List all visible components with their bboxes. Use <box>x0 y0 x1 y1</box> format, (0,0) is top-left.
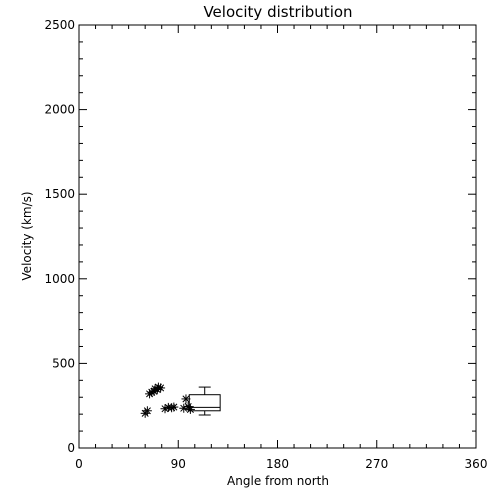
axis-ticks <box>78 24 477 449</box>
y-tick-label: 2500 <box>44 18 75 32</box>
y-axis-label: Velocity (km/s) <box>20 191 34 280</box>
y-tick-label: 0 <box>67 441 75 455</box>
x-tick-label: 180 <box>266 457 289 471</box>
data-point <box>185 404 195 414</box>
data-point <box>181 394 191 404</box>
x-tick-label: 270 <box>365 457 388 471</box>
x-tick-label: 360 <box>465 457 488 471</box>
chart-title: Velocity distribution <box>203 3 352 21</box>
y-tick-label: 1000 <box>44 272 75 286</box>
plot-frame <box>78 24 477 449</box>
box-plot <box>188 386 221 416</box>
x-tick-label: 90 <box>171 457 186 471</box>
data-points <box>140 382 195 418</box>
y-tick-label: 500 <box>52 356 75 370</box>
x-tick-label: 0 <box>75 457 83 471</box>
x-axis-label: Angle from north <box>227 474 329 488</box>
box-body <box>188 394 221 412</box>
data-point <box>156 383 166 393</box>
y-tick-label: 1500 <box>44 187 75 201</box>
tick-labels: 0 90 180 270 360 0 500 1000 1500 2000 2500 <box>44 18 487 471</box>
data-point <box>169 402 179 412</box>
y-tick-label: 2000 <box>44 103 75 117</box>
data-point <box>179 403 189 413</box>
data-point <box>142 406 152 416</box>
